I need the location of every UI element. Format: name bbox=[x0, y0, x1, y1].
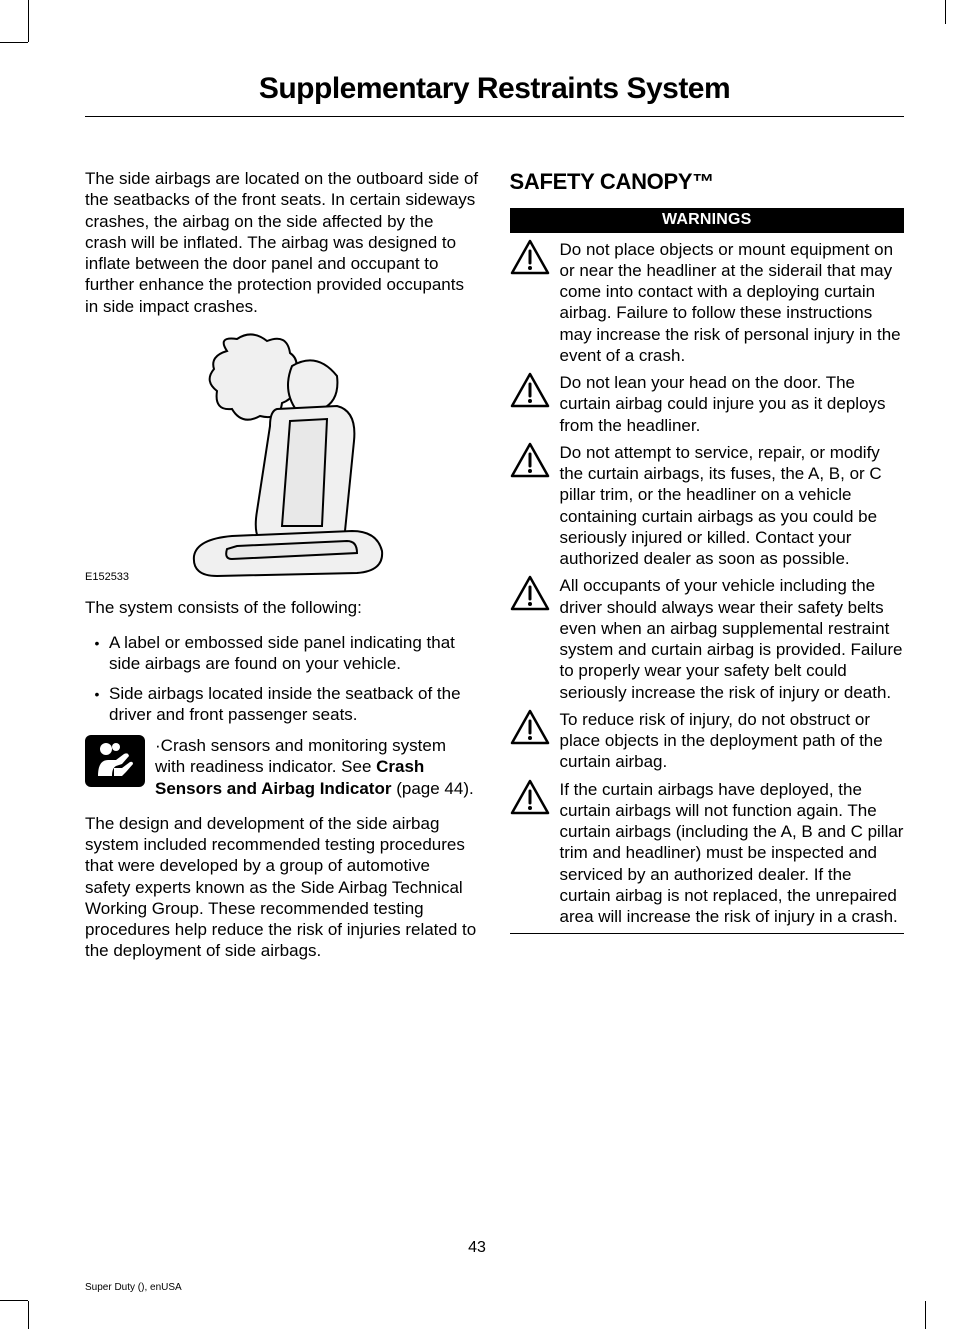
footer-text: Super Duty (), enUSA bbox=[85, 1282, 182, 1293]
warning-item: If the curtain airbags have deployed, th… bbox=[510, 779, 905, 928]
page-title: Supplementary Restraints System bbox=[85, 72, 904, 117]
warnings-end-rule bbox=[510, 933, 905, 934]
figure-label: E152533 bbox=[85, 571, 129, 585]
crop-mark bbox=[945, 0, 946, 24]
bullet-dot: • bbox=[85, 683, 109, 726]
warning-item: Do not lean your head on the door. The c… bbox=[510, 372, 905, 436]
crop-mark bbox=[0, 1300, 28, 1301]
warning-item: Do not place objects or mount equipment … bbox=[510, 239, 905, 367]
safety-canopy-heading: SAFETY CANOPY™ bbox=[510, 168, 905, 196]
warning-text: All occupants of your vehicle including … bbox=[560, 575, 905, 703]
crash-text-post: (page 44). bbox=[391, 779, 473, 798]
warning-triangle-icon bbox=[510, 575, 554, 615]
right-column: SAFETY CANOPY™ WARNINGS Do not place obj… bbox=[510, 168, 905, 976]
warning-text: Do not lean your head on the door. The c… bbox=[560, 372, 905, 436]
warning-text: Do not attempt to service, repair, or mo… bbox=[560, 442, 905, 570]
warning-item: To reduce risk of injury, do not obstruc… bbox=[510, 709, 905, 773]
bullet-text: A label or embossed side panel indicatin… bbox=[109, 632, 480, 675]
crash-sensors-block: ·Crash sensors and monitoring system wit… bbox=[85, 735, 480, 799]
content-area: The side airbags are located on the outb… bbox=[85, 168, 904, 976]
crop-mark bbox=[0, 42, 28, 43]
warning-text: If the curtain airbags have deployed, th… bbox=[560, 779, 905, 928]
seat-airbag-figure: E152533 bbox=[85, 331, 480, 591]
outro-paragraph: The design and development of the side a… bbox=[85, 813, 480, 962]
warning-triangle-icon bbox=[510, 372, 554, 412]
warning-item: All occupants of your vehicle including … bbox=[510, 575, 905, 703]
warnings-bar: WARNINGS bbox=[510, 208, 905, 233]
left-column: The side airbags are located on the outb… bbox=[85, 168, 480, 976]
occupant-icon bbox=[85, 735, 145, 787]
warning-triangle-icon bbox=[510, 709, 554, 749]
crop-mark bbox=[925, 1301, 926, 1329]
bullet-list: • A label or embossed side panel indicat… bbox=[85, 632, 480, 725]
warning-item: Do not attempt to service, repair, or mo… bbox=[510, 442, 905, 570]
bullet-dot: • bbox=[85, 632, 109, 675]
bullet-text: Side airbags located inside the seatback… bbox=[109, 683, 480, 726]
warning-triangle-icon bbox=[510, 442, 554, 482]
warning-text: To reduce risk of injury, do not obstruc… bbox=[560, 709, 905, 773]
warning-triangle-icon bbox=[510, 239, 554, 279]
page-number: 43 bbox=[0, 1239, 954, 1257]
crash-sensors-text: ·Crash sensors and monitoring system wit… bbox=[155, 735, 480, 799]
list-item: • Side airbags located inside the seatba… bbox=[85, 683, 480, 726]
list-item: • A label or embossed side panel indicat… bbox=[85, 632, 480, 675]
crop-mark bbox=[28, 0, 29, 42]
intro-paragraph: The side airbags are located on the outb… bbox=[85, 168, 480, 317]
warning-triangle-icon bbox=[510, 779, 554, 819]
crop-mark bbox=[28, 1301, 29, 1329]
system-intro: The system consists of the following: bbox=[85, 597, 480, 618]
warning-text: Do not place objects or mount equipment … bbox=[560, 239, 905, 367]
